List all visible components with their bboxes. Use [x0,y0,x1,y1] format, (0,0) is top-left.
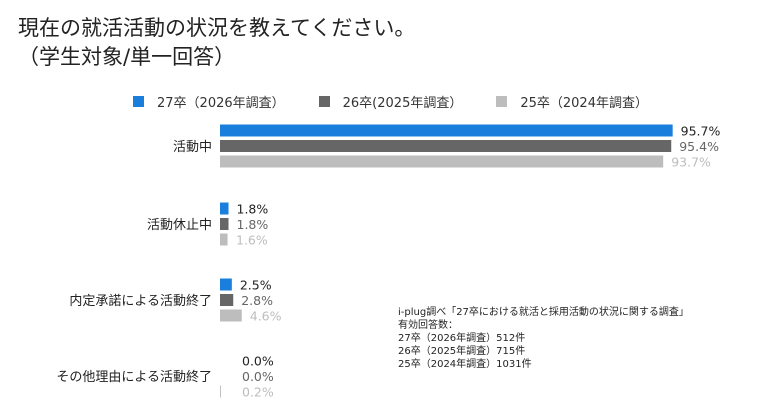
source-note: i-plug調べ「27卒における就活と採用活動の状況に関する調査」 有効回答数：… [398,306,689,371]
legend-item: 27卒（2026年調査） [133,92,285,111]
data-label: 0.2% [242,385,274,400]
note-line: 25卒（2024年調査）1031件 [398,359,532,370]
bar [220,140,672,152]
bar [220,155,664,168]
data-label: 2.5% [240,278,272,293]
bar [220,309,242,322]
note-line: 26卒（2025年調査）715件 [398,346,526,357]
bar [220,233,228,246]
title-line-1: 現在の就活活動の状況を教えてください。 [18,16,416,40]
title-line-2: （学生対象/単一回答） [18,45,236,69]
legend: 27卒（2026年調査） 26卒(2025年調査） 25卒（2024年調査） [133,92,682,111]
bar [220,202,229,215]
data-label: 93.7% [671,155,711,170]
data-label: 1.6% [236,233,268,248]
data-label: 95.7% [681,124,721,139]
legend-item: 26卒(2025年調査） [318,92,463,111]
chart-title: 現在の就活活動の状況を教えてください。 （学生対象/単一回答） [18,14,415,72]
data-label: 0.0% [242,354,274,369]
note-line: 有効回答数： [398,320,458,331]
data-label: 1.8% [237,202,269,217]
legend-label: 25卒（2024年調査） [520,96,648,111]
legend-label: 26卒(2025年調査） [342,96,463,111]
category-label: その他理由による活動終了 [56,369,212,385]
bar [220,385,221,398]
data-label: 95.4% [679,139,719,154]
legend-label: 27卒（2026年調査） [157,96,285,111]
legend-swatch [318,96,330,107]
legend-item: 25卒（2024年調査） [496,92,648,111]
bar [220,294,234,306]
data-label: 2.8% [241,293,273,308]
bar [220,124,673,137]
category-label: 活動休止中 [147,218,212,233]
data-label: 4.6% [250,309,282,324]
note-line: 27卒（2026年調査）512件 [398,333,526,344]
bar [220,218,229,230]
legend-swatch [133,96,144,107]
category-label: 活動中 [173,140,212,155]
data-label: 0.0% [242,369,274,384]
data-label: 1.8% [237,217,269,232]
category-label: 内定承諾による活動終了 [69,293,212,309]
note-line: i-plug調べ「27卒における就活と採用活動の状況に関する調査」 [398,307,689,318]
legend-swatch [496,96,508,107]
bar [220,278,232,291]
